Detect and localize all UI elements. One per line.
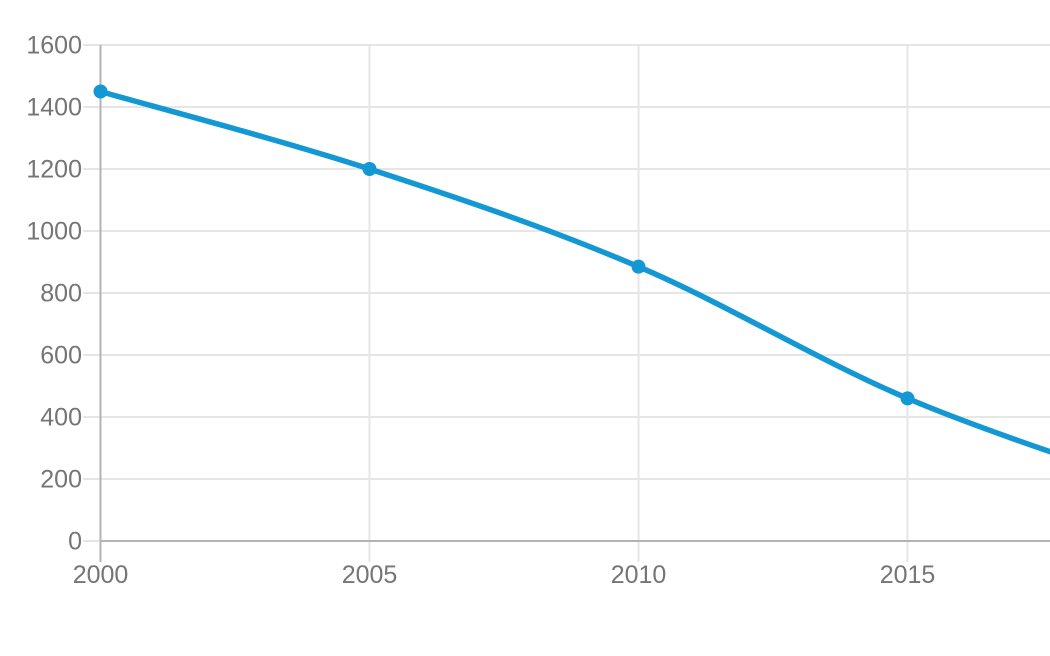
x-axis-tick-label: 2000 (73, 561, 129, 589)
y-axis-tick-label: 200 (40, 466, 82, 494)
data-point-marker[interactable] (631, 259, 646, 274)
y-axis-tick-label: 1000 (26, 218, 82, 246)
data-point-marker[interactable] (362, 162, 377, 176)
data-point-marker[interactable] (93, 84, 108, 99)
data-point-marker[interactable] (900, 391, 915, 406)
y-axis-tick-label: 0 (68, 528, 82, 556)
y-axis-tick-label: 1400 (26, 94, 82, 122)
y-axis-tick-label: 1600 (26, 32, 82, 60)
y-axis-tick-label: 600 (40, 342, 82, 370)
y-axis-tick-label: 800 (40, 280, 82, 308)
x-axis-tick-label: 2005 (342, 561, 398, 589)
x-axis-tick-label: 2015 (880, 561, 936, 589)
x-axis-tick-label: 2010 (611, 561, 667, 589)
y-axis-tick-label: 400 (40, 404, 82, 432)
y-axis-tick-label: 1200 (26, 156, 82, 184)
